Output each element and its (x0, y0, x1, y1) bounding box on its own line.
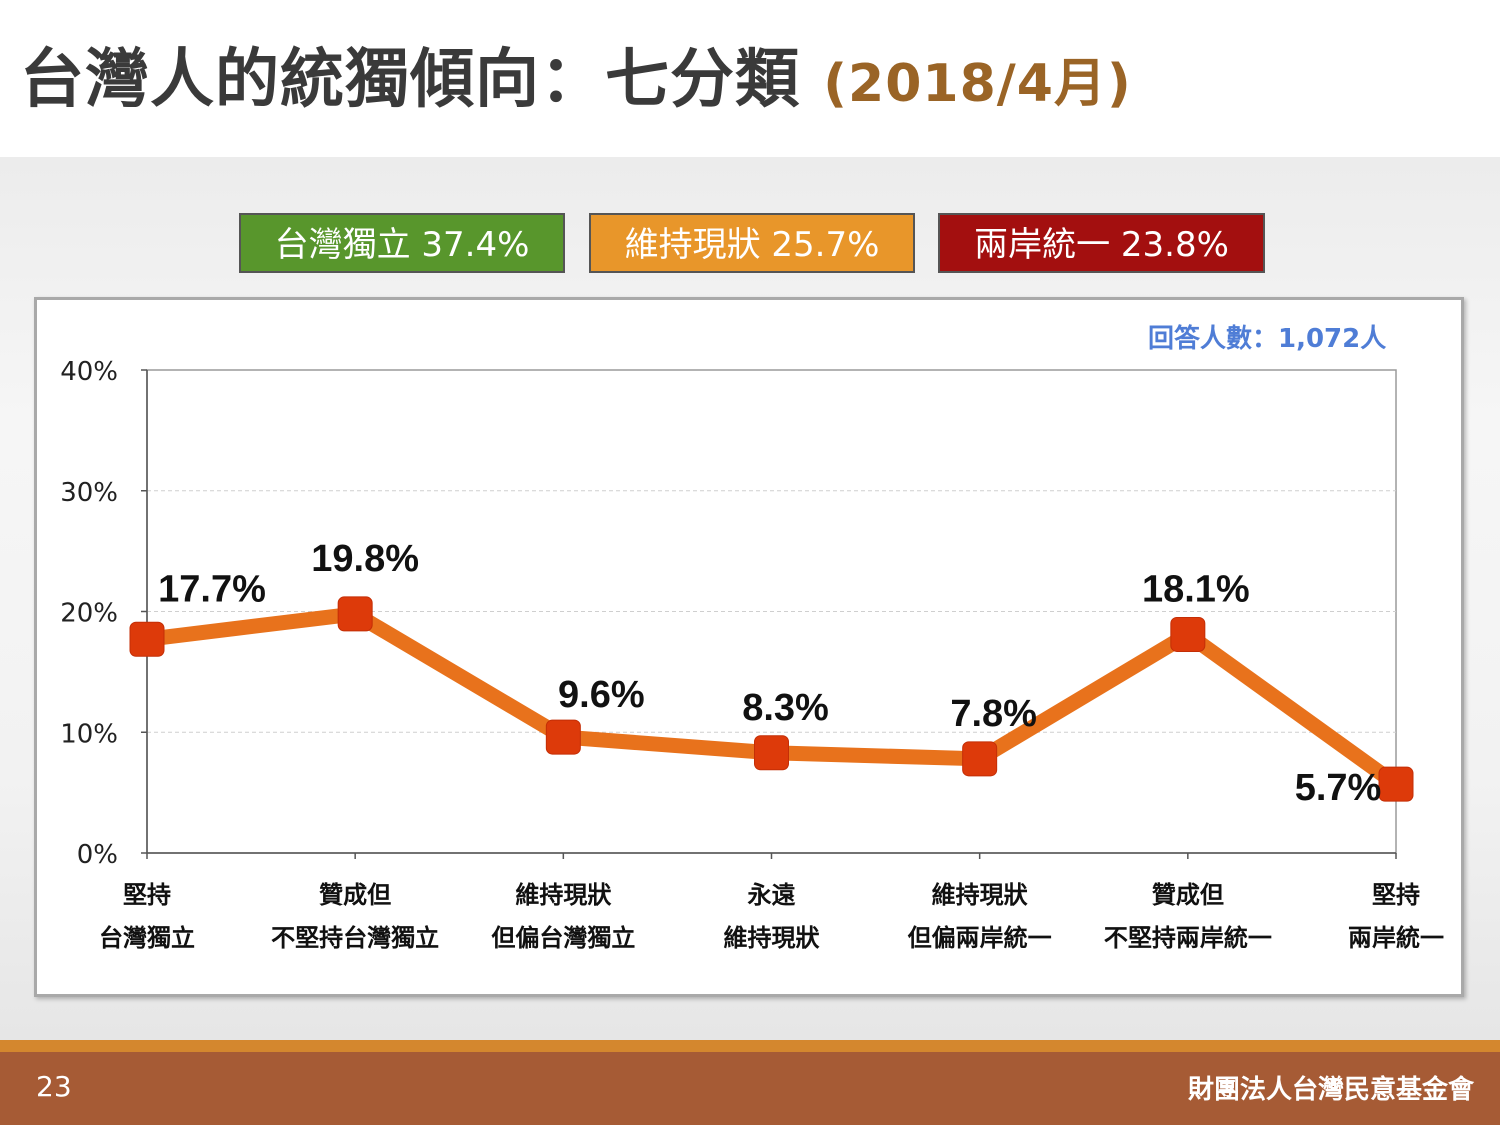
data-label: 7.8% (950, 693, 1037, 735)
data-label: 18.1% (1142, 568, 1250, 610)
x-category-label: 堅持 (1372, 881, 1420, 909)
data-point (754, 735, 789, 771)
x-category-label: 維持現狀 (724, 924, 821, 952)
title-date: (2018/4月) (823, 54, 1132, 114)
data-point (1378, 766, 1414, 802)
y-tick-label: 20% (60, 599, 118, 629)
page-number: 23 (36, 1070, 72, 1103)
x-category-label: 台灣獨立 (99, 924, 195, 952)
data-label: 8.3% (742, 687, 829, 729)
x-category-label: 贊成但 (1152, 881, 1224, 909)
title-main: 台灣人的統獨傾向：七分類 (20, 43, 800, 117)
data-point (962, 741, 998, 777)
x-category-label: 但偏兩岸統一 (908, 924, 1052, 952)
badge-taiwan-independence: 台灣獨立 37.4% (239, 213, 565, 273)
badge-status-quo: 維持現狀 25.7% (589, 213, 915, 273)
badge-unification: 兩岸統一 23.8% (938, 213, 1265, 273)
x-category-label: 不堅持兩岸統一 (1104, 924, 1272, 952)
x-category-label: 永遠 (748, 881, 796, 909)
y-tick-label: 30% (60, 478, 118, 508)
x-category-label: 維持現狀 (932, 881, 1029, 909)
footer-bar (0, 1052, 1500, 1125)
footer-stripe (0, 1040, 1500, 1052)
data-label: 9.6% (558, 674, 645, 716)
page-title: 台灣人的統獨傾向：七分類 (2018/4月) (20, 28, 1132, 120)
x-category-label: 贊成但 (319, 881, 391, 909)
data-point (1170, 616, 1206, 652)
data-label: 19.8% (311, 538, 419, 580)
title-bar: 台灣人的統獨傾向：七分類 (2018/4月) (0, 0, 1500, 157)
x-category-label: 堅持 (123, 881, 171, 909)
y-tick-label: 40% (60, 357, 118, 387)
y-tick-label: 10% (60, 719, 118, 749)
respondents-note: 回答人數：1,072人 (1148, 324, 1387, 354)
x-category-label: 維持現狀 (515, 881, 612, 909)
data-point (545, 719, 581, 755)
y-tick-label: 0% (77, 840, 118, 870)
data-point (129, 621, 165, 657)
x-category-label: 但偏台灣獨立 (491, 924, 635, 952)
data-label: 5.7% (1295, 767, 1382, 809)
organization-name: 財團法人台灣民意基金會 (1187, 1075, 1474, 1105)
data-label: 17.7% (158, 568, 266, 610)
x-category-label: 不堅持台灣獨立 (271, 924, 439, 952)
data-point (337, 596, 373, 632)
x-category-label: 兩岸統一 (1348, 924, 1444, 952)
